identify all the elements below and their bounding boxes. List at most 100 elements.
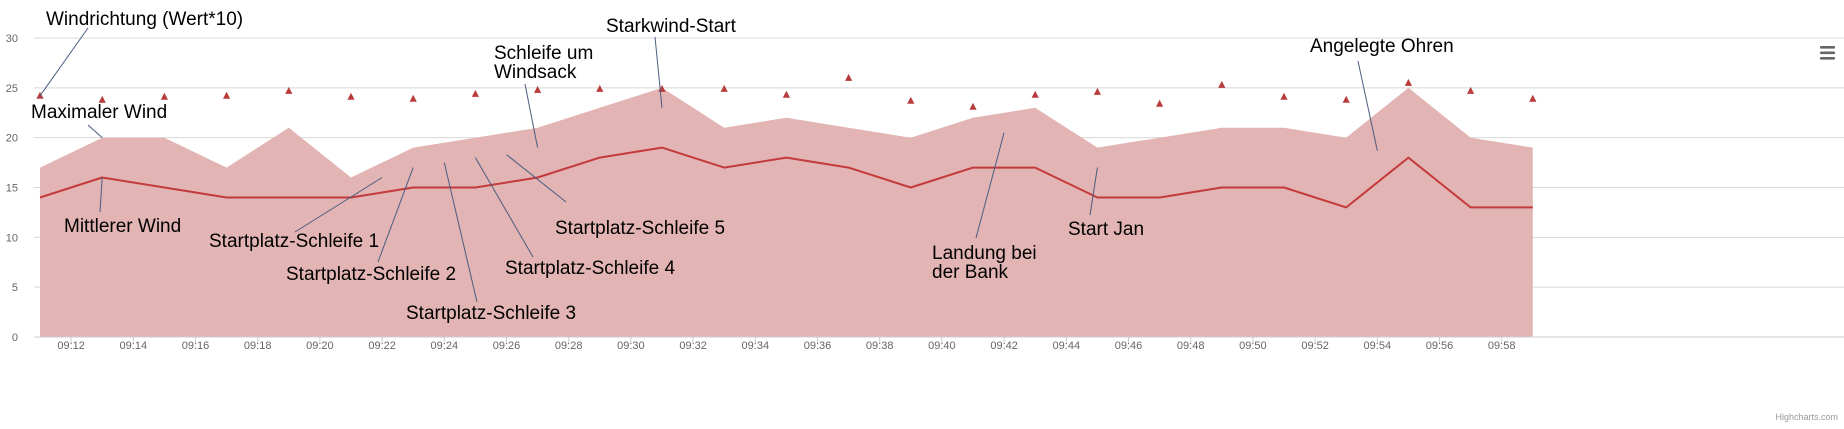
- x-tick-label: 09:34: [742, 340, 770, 352]
- y-tick-label: 25: [6, 83, 18, 95]
- x-tick-label: 09:44: [1053, 340, 1081, 352]
- landung-bei-der-bank-label-line: der Bank: [932, 262, 1009, 283]
- wind-direction-marker: [845, 73, 853, 81]
- wind-direction-marker: [285, 86, 293, 94]
- startplatz-schleife-3-label: Startplatz-Schleife 3: [406, 303, 576, 324]
- mittlerer-wind-connector: [99, 177, 103, 213]
- x-tick-label: 09:16: [182, 340, 210, 352]
- x-tick-label: 09:40: [928, 340, 956, 352]
- schleife-um-windsack-connector: [524, 83, 539, 148]
- schleife-um-windsack-label-line: Schleife um: [494, 43, 593, 64]
- startplatz-schleife-2-label: Startplatz-Schleife 2: [286, 264, 456, 285]
- wind-direction-marker: [347, 92, 355, 100]
- maximaler-wind-connector: [87, 124, 103, 139]
- mean-wind-line: [39, 146, 1533, 209]
- x-axis: 09:12 09:14 09:16 09:18 09:20 09:22 09:24 09:26…: [34, 336, 1844, 352]
- startplatz-schleife-3-label-line: Startplatz-Schleife 3: [406, 303, 576, 324]
- landung-bei-der-bank-label: Landung bei der Bank: [932, 243, 1037, 283]
- windrichtung-label-line: Windrichtung (Wert*10): [46, 9, 243, 30]
- max-wind-area: [40, 87, 1533, 337]
- hamburger-menu-icon[interactable]: [1820, 46, 1835, 60]
- angelegte-ohren-connector: [1357, 60, 1378, 151]
- wind-direction-marker: [969, 102, 977, 110]
- start-jan-label-line: Start Jan: [1068, 219, 1144, 240]
- max-wind-area-series: [40, 87, 1533, 337]
- schleife-um-windsack-label-line: Windsack: [494, 62, 577, 83]
- wind-direction-marker: [782, 90, 790, 98]
- startplatz-schleife-1-connector: [294, 177, 383, 233]
- wind-direction-marker: [1342, 95, 1350, 103]
- wind-direction-marker: [471, 89, 479, 97]
- wind-direction-marker: [534, 85, 542, 93]
- x-tick-label: 09:48: [1177, 340, 1205, 352]
- startplatz-schleife-4-label: Startplatz-Schleife 4: [505, 258, 675, 279]
- x-tick-label: 09:54: [1364, 340, 1392, 352]
- wind-direction-marker: [907, 96, 915, 104]
- wind-direction-marker: [223, 91, 231, 99]
- startplatz-schleife-5-label-line: Startplatz-Schleife 5: [555, 218, 725, 239]
- windrichtung-connector: [39, 27, 89, 97]
- y-tick-label: 0: [12, 332, 18, 344]
- maximaler-wind-label-line: Maximaler Wind: [31, 102, 167, 123]
- y-tick-label: 5: [12, 282, 18, 294]
- x-tick-label: 09:12: [57, 340, 85, 352]
- wind-direction-marker: [1156, 99, 1164, 107]
- landung-bei-der-bank-connector: [975, 132, 1005, 239]
- x-tick-label: 09:58: [1488, 340, 1516, 352]
- x-tick-label: 09:32: [679, 340, 707, 352]
- annotations: Windrichtung (Wert*10) Maximaler Wind Mitt…: [31, 9, 1454, 324]
- wind-direction-marker: [1280, 92, 1288, 100]
- startplatz-schleife-4-label-line: Startplatz-Schleife 4: [505, 258, 675, 279]
- wind-direction-marker: [160, 92, 168, 100]
- start-jan-label: Start Jan: [1068, 219, 1144, 240]
- wind-direction-marker: [1093, 87, 1101, 95]
- schleife-um-windsack-label: Schleife um Windsack: [494, 43, 593, 83]
- x-tick-label: 09:28: [555, 340, 583, 352]
- startplatz-schleife-2-label-line: Startplatz-Schleife 2: [286, 264, 456, 285]
- x-tick-label: 09:50: [1239, 340, 1267, 352]
- x-tick-label: 09:42: [990, 340, 1018, 352]
- starkwind-start-connector: [654, 36, 663, 108]
- wind-direction-marker: [720, 84, 728, 92]
- startplatz-schleife-1-label-line: Startplatz-Schleife 1: [209, 231, 379, 252]
- y-tick-label: 30: [6, 33, 18, 45]
- wind-direction-series: [36, 73, 1537, 110]
- maximaler-wind-label: Maximaler Wind: [31, 102, 167, 123]
- startplatz-schleife-5-label: Startplatz-Schleife 5: [555, 218, 725, 239]
- angelegte-ohren-label-line: Angelegte Ohren: [1310, 36, 1454, 57]
- x-tick-label: 09:52: [1301, 340, 1329, 352]
- windrichtung-label: Windrichtung (Wert*10): [46, 9, 243, 30]
- x-tick-label: 09:18: [244, 340, 272, 352]
- startplatz-schleife-3-connector: [443, 162, 478, 303]
- x-tick-label: 09:30: [617, 340, 645, 352]
- wind-direction-marker: [1529, 94, 1537, 102]
- credits-link[interactable]: Highcharts.com: [1775, 412, 1838, 422]
- wind-direction-marker: [1218, 80, 1226, 88]
- wind-direction-marker: [1467, 86, 1475, 94]
- startplatz-schleife-5-connector: [506, 154, 567, 203]
- startplatz-schleife-4-connector: [474, 157, 534, 258]
- wind-direction-marker: [98, 95, 106, 103]
- start-jan-connector: [1089, 167, 1098, 216]
- y-tick-label: 10: [6, 232, 18, 244]
- x-tick-label: 09:22: [368, 340, 396, 352]
- mean-wind-line-series: [39, 146, 1533, 209]
- x-tick-label: 09:46: [1115, 340, 1143, 352]
- wind-direction-marker: [1031, 90, 1039, 98]
- wind-direction-marker: [596, 84, 604, 92]
- mittlerer-wind-label-line: Mittlerer Wind: [64, 216, 181, 237]
- wind-direction-marker: [1404, 78, 1412, 86]
- starkwind-start-label: Starkwind-Start: [606, 16, 737, 37]
- mittlerer-wind-label: Mittlerer Wind: [64, 216, 181, 237]
- starkwind-start-label-line: Starkwind-Start: [606, 16, 737, 37]
- x-tick-label: 09:24: [431, 340, 459, 352]
- wind-direction-marker: [409, 94, 417, 102]
- x-tick-label: 09:38: [866, 340, 894, 352]
- startplatz-schleife-1-label: Startplatz-Schleife 1: [209, 231, 379, 252]
- x-tick-label: 09:56: [1426, 340, 1454, 352]
- y-axis: 0 5 10 15 20 25 30: [6, 33, 18, 344]
- x-tick-label: 09:20: [306, 340, 334, 352]
- x-tick-label: 09:14: [120, 340, 148, 352]
- context-menu-button[interactable]: [1816, 43, 1840, 63]
